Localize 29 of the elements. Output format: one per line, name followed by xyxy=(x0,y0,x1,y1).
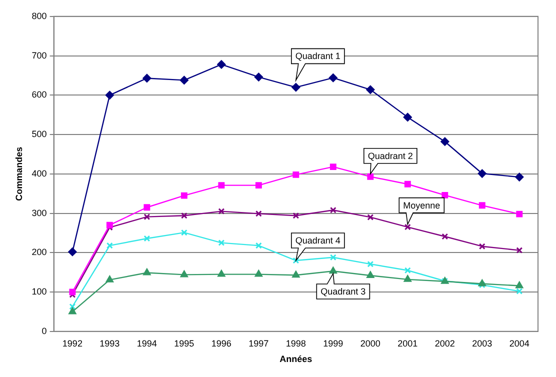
annotation: Quadrant 3 xyxy=(320,286,366,297)
annotation: Quadrant 2 xyxy=(368,150,413,161)
x-tick-label: 2002 xyxy=(434,338,455,348)
x-tick-label: 2000 xyxy=(360,338,380,348)
y-tick-label: 400 xyxy=(32,168,47,178)
x-tick-label: 1996 xyxy=(211,338,232,348)
x-tick-label: 1992 xyxy=(62,338,82,348)
x-tick-label: 2003 xyxy=(472,338,492,348)
y-tick-label: 100 xyxy=(32,286,47,297)
y-tick-label: 800 xyxy=(32,10,47,21)
annotation: Moyenne xyxy=(403,200,440,210)
x-tick-label: 1994 xyxy=(136,338,157,348)
x-axis-title: Années xyxy=(280,354,312,364)
annotation: Quadrant 4 xyxy=(295,236,340,246)
annotation: Quadrant 1 xyxy=(295,51,340,62)
y-axis-title: Commandes xyxy=(14,146,24,201)
x-tick-label: 1998 xyxy=(286,338,306,348)
x-tick-label: 2001 xyxy=(398,338,418,348)
x-tick-label: 1997 xyxy=(248,338,269,348)
y-tick-label: 700 xyxy=(32,50,47,60)
y-tick-label: 0 xyxy=(42,326,47,336)
y-tick-label: 500 xyxy=(32,129,47,140)
x-tick-label: 1995 xyxy=(174,338,194,348)
x-tick-label: 1993 xyxy=(100,338,120,348)
x-tick-label: 1999 xyxy=(323,338,344,348)
y-tick-label: 200 xyxy=(32,247,47,258)
y-tick-label: 300 xyxy=(32,208,47,218)
y-tick-label: 600 xyxy=(32,90,47,100)
x-tick-label: 2004 xyxy=(509,338,530,348)
